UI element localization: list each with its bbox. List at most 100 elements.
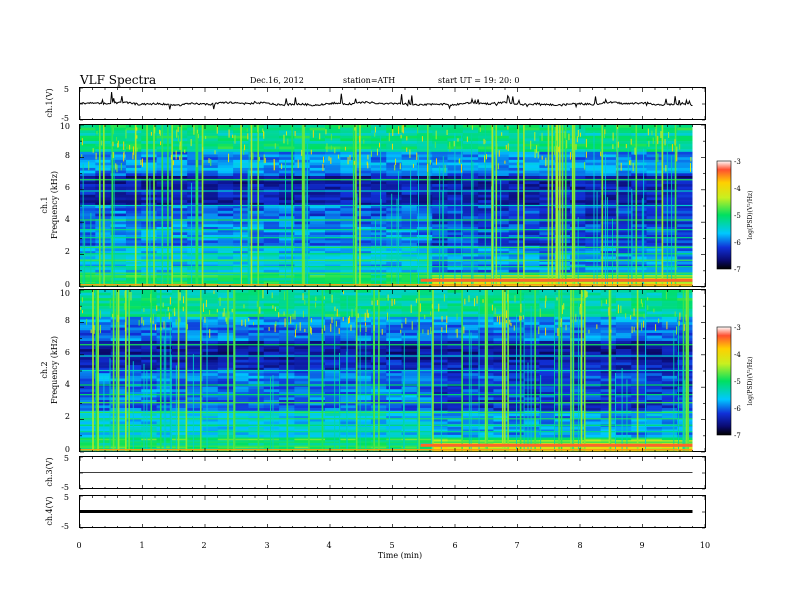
spec1-cell xyxy=(478,216,494,220)
spec2-cell xyxy=(600,319,617,323)
spec2-cell xyxy=(539,373,556,377)
spec2-cell xyxy=(416,434,433,438)
spec1-cell xyxy=(217,135,234,139)
spec1-cell xyxy=(661,181,678,185)
spec2-cell xyxy=(340,421,357,425)
spec1-cell xyxy=(600,135,617,139)
spec2-cell xyxy=(386,397,403,401)
spec1-cell xyxy=(370,138,387,142)
spec1-cell xyxy=(524,240,540,244)
spec1-sferic xyxy=(410,167,412,286)
spec2-cell xyxy=(141,338,158,342)
spec1-narrowband-line xyxy=(80,253,693,255)
spec1-sferic xyxy=(146,125,148,286)
spec1-sferic xyxy=(134,125,137,286)
spec2-cell xyxy=(462,300,479,304)
spec2-cell xyxy=(294,306,311,310)
spec1-cell xyxy=(80,253,96,257)
spec1-cell xyxy=(187,200,203,204)
spec2-cell xyxy=(447,416,464,420)
spec2-cell xyxy=(631,402,648,406)
spec1-cell xyxy=(432,133,448,137)
spec2-cell xyxy=(615,332,632,336)
spec2-cell xyxy=(447,340,464,344)
spec2-cell xyxy=(447,394,464,398)
spec2-cell xyxy=(95,303,112,307)
spec1-cell xyxy=(585,135,602,139)
spec1-cell xyxy=(279,151,295,155)
spec1-cell xyxy=(325,256,341,260)
spec1-sferic xyxy=(426,125,429,286)
spec2-cell xyxy=(309,408,326,412)
spec1-cell xyxy=(370,125,387,128)
spec1-cell xyxy=(646,170,663,174)
spec2-cell xyxy=(171,322,188,326)
spec2-cell xyxy=(615,413,632,417)
spec1-cell xyxy=(646,143,663,147)
spec2-cell xyxy=(615,434,632,438)
spec2-cell xyxy=(631,408,648,412)
spec2-cell xyxy=(524,308,540,312)
spec2-cell xyxy=(263,405,280,409)
spec1-cell xyxy=(217,264,234,268)
spec2-cell xyxy=(539,437,556,441)
spec2-cell xyxy=(187,298,203,302)
spec2-cell xyxy=(309,413,326,417)
spec2-cell xyxy=(202,338,219,342)
spec2-cell xyxy=(263,381,280,385)
spec1-emission xyxy=(244,144,246,151)
spec1-emission xyxy=(661,142,663,147)
spec2-cell xyxy=(386,416,403,420)
spec1-cell xyxy=(370,133,387,137)
spec1-cell xyxy=(585,165,602,169)
spec2-cell xyxy=(524,292,540,296)
spec1-cell xyxy=(401,205,418,209)
spec1-cell xyxy=(585,272,602,276)
spec2-cell xyxy=(141,397,158,401)
spec1-cell xyxy=(325,200,341,204)
spec2-cell xyxy=(171,437,188,441)
spec2-cell xyxy=(325,373,341,377)
spec2-cell xyxy=(646,402,663,406)
spec1-cell xyxy=(631,181,648,185)
spec2-cell xyxy=(80,429,96,433)
spec1-cell xyxy=(508,253,525,257)
spec1-cell xyxy=(80,151,96,155)
spec1-emission xyxy=(140,159,142,166)
spec1-cell xyxy=(585,127,602,131)
spec2-cell xyxy=(141,391,158,395)
spec1-cell xyxy=(631,170,648,174)
spec2-cell xyxy=(585,335,602,339)
spec2-cell xyxy=(386,402,403,406)
spec1-cell xyxy=(462,141,479,145)
spec1-cell xyxy=(202,135,219,139)
spec2-cell xyxy=(309,322,326,326)
spec1-emission xyxy=(159,130,161,136)
spec2-cell xyxy=(447,402,464,406)
spec2-cell xyxy=(294,429,311,433)
spec2-cell xyxy=(524,418,540,422)
spec1-cell xyxy=(217,251,234,255)
spec1-cell xyxy=(646,224,663,228)
spec2-cell xyxy=(600,332,617,336)
spec2-cell xyxy=(187,429,203,433)
spec1-emission xyxy=(674,139,676,146)
spec2-cell xyxy=(386,327,403,331)
spec1-cell xyxy=(386,184,403,188)
spec2-cell xyxy=(570,397,586,401)
spec1-cell xyxy=(677,251,693,255)
spec2-cell xyxy=(646,324,663,328)
spec2-cell xyxy=(447,405,464,409)
spec1-cell xyxy=(325,130,341,134)
spec2-cell xyxy=(539,314,556,318)
spec2-cell xyxy=(325,330,341,334)
spec1-cell xyxy=(80,146,96,150)
spec1-cell xyxy=(202,277,219,281)
spec2-cell xyxy=(141,306,158,310)
spec1-cell xyxy=(202,194,219,198)
spec2-cell xyxy=(325,295,341,299)
spec1-cell xyxy=(217,210,234,214)
spec2-cell xyxy=(95,375,112,379)
spec1-cell xyxy=(524,216,540,220)
spec2-cell xyxy=(80,314,96,318)
